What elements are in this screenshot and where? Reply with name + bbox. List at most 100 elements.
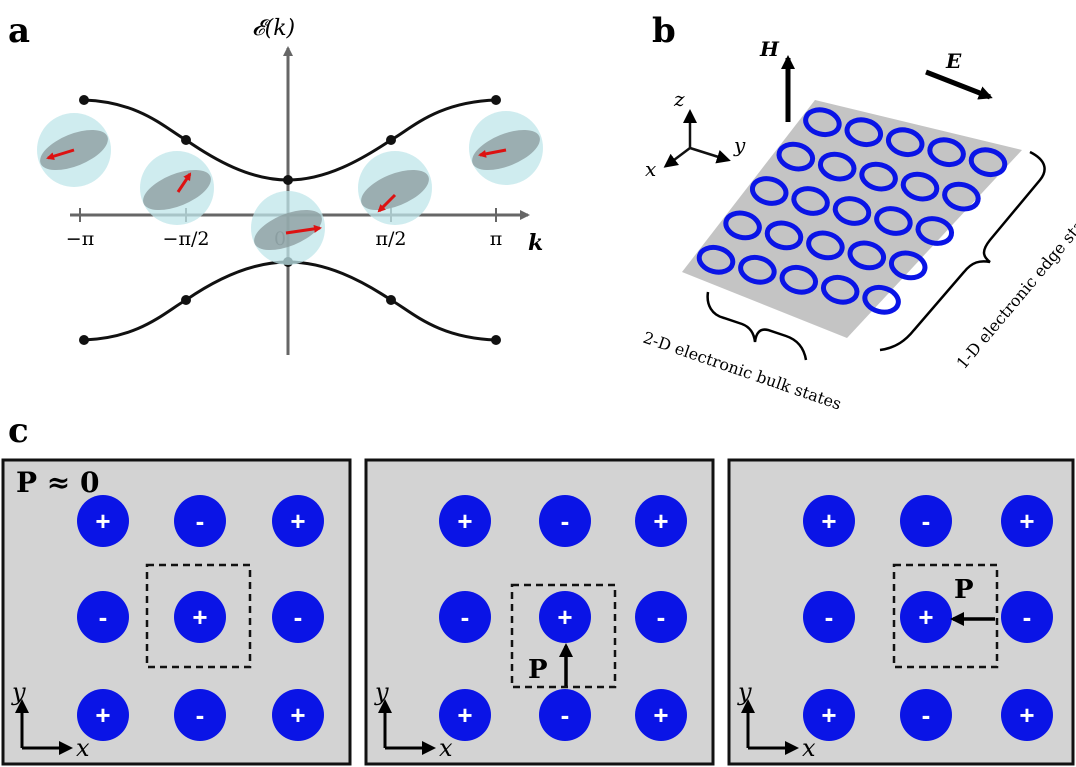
negative-charge: - — [439, 591, 491, 643]
p-zero-label: P ≈ 0 — [16, 466, 100, 499]
xy-axes-1 — [15, 699, 73, 755]
positive-charge: + — [803, 689, 855, 741]
bloch-sphere-minus-pi — [37, 113, 111, 187]
current-ring — [832, 196, 872, 226]
tick-label-pi: π — [490, 228, 503, 250]
current-ring — [723, 210, 762, 241]
axis-y-label-2: y — [374, 678, 389, 706]
charge-sign: + — [95, 506, 110, 536]
h-field-label: H — [759, 37, 780, 61]
charge-sign: - — [99, 602, 108, 632]
charge-sign: + — [918, 602, 933, 632]
charge-sign: - — [657, 602, 666, 632]
xy-axes-2 — [378, 699, 436, 755]
unit-cell-3 — [892, 563, 999, 669]
current-ring — [859, 161, 898, 192]
negative-charge: - — [539, 495, 591, 547]
negative-charge: - — [803, 591, 855, 643]
current-ring — [862, 284, 901, 315]
current-ring — [779, 264, 819, 295]
tick-label-minus-pi: −π — [66, 228, 94, 250]
edge-brace — [879, 150, 1046, 352]
negative-charge: - — [539, 689, 591, 741]
panel-b: b z y x H E 2-D electronic bulk states 1… — [641, 11, 1076, 414]
coordinate-axes — [663, 109, 731, 168]
k-axis-label: k — [528, 230, 543, 256]
axis-x-label-2: x — [439, 734, 453, 762]
tick-label-minus-half-pi: −π/2 — [163, 228, 210, 250]
charge-grid-3: + - + - + - + - + — [803, 495, 1053, 741]
axis-x-label: x — [645, 157, 656, 181]
axis-z-label: z — [673, 87, 685, 111]
positive-charge: + — [439, 689, 491, 741]
current-ring — [817, 151, 857, 182]
positive-charge: + — [803, 495, 855, 547]
positive-charge: + — [77, 689, 129, 741]
unit-cell-1 — [145, 563, 252, 669]
charge-sign: - — [561, 506, 570, 536]
lattice-panel-unpolarized: + - + - + - + - + P ≈ 0 y x — [1, 458, 352, 766]
bulk-brace — [706, 291, 808, 361]
current-ring — [764, 220, 804, 251]
current-ring — [847, 240, 887, 271]
charge-sign: - — [1023, 602, 1032, 632]
positive-charge: + — [439, 495, 491, 547]
xy-axes-3 — [741, 699, 799, 755]
upper-band-curve — [83, 98, 497, 182]
current-ring — [696, 244, 736, 275]
ring-currents — [696, 107, 1008, 315]
bloch-sphere-pi — [469, 111, 543, 185]
negative-charge: - — [635, 591, 687, 643]
charge-sign: + — [95, 700, 110, 730]
current-ring — [885, 127, 925, 158]
charge-sign: - — [825, 602, 834, 632]
current-ring — [820, 274, 860, 305]
negative-charge: - — [77, 591, 129, 643]
bloch-sphere-half-pi — [358, 151, 432, 225]
axis-x-label-3: x — [802, 734, 816, 762]
positive-charge: + — [539, 591, 591, 643]
positive-charge: + — [900, 591, 952, 643]
charge-sign: + — [290, 506, 305, 536]
positive-charge: + — [174, 591, 226, 643]
positive-charge: + — [77, 495, 129, 547]
charge-sign: + — [557, 602, 572, 632]
charge-sign: - — [196, 506, 205, 536]
charge-sign: - — [196, 700, 205, 730]
energy-axis-label: 𝓔(k) — [252, 16, 295, 41]
charge-sign: - — [461, 602, 470, 632]
charge-sign: + — [457, 506, 472, 536]
e-field-label: E — [945, 49, 962, 73]
charge-sign: - — [561, 700, 570, 730]
current-ring — [968, 147, 1008, 178]
bulk-states-label: 2-D electronic bulk states — [641, 328, 844, 414]
positive-charge: + — [1001, 495, 1053, 547]
e-field-arrow — [925, 69, 993, 100]
axis-y-label: y — [733, 133, 746, 157]
current-ring — [915, 216, 955, 246]
lower-band-curve — [83, 260, 497, 342]
panel-c: c + - + - + - + - + P ≈ 0 y x + - + - + - + - + P — [1, 411, 1075, 766]
current-ring — [927, 137, 966, 168]
panel-a: a 𝓔(k) k −π −π/2 0 π/2 π — [8, 11, 543, 355]
tick-label-half-pi: π/2 — [376, 228, 407, 250]
current-ring — [806, 230, 845, 261]
current-ring — [942, 181, 981, 212]
current-ring — [791, 186, 830, 216]
negative-charge: - — [174, 689, 226, 741]
current-ring — [874, 206, 913, 236]
panel-c-label: c — [8, 411, 29, 451]
lattice-panel-polarized-x: + - + - + - + - + P y x — [727, 458, 1075, 766]
charge-sign: - — [294, 602, 303, 632]
axis-y-label-1: y — [11, 678, 26, 706]
polarization-label-3: P — [954, 575, 974, 605]
negative-charge: - — [900, 495, 952, 547]
panel-a-label: a — [8, 11, 30, 51]
charge-sign: + — [821, 700, 836, 730]
positive-charge: + — [272, 689, 324, 741]
negative-charge: - — [174, 495, 226, 547]
polarization-label-2: P — [528, 655, 548, 685]
bloch-sphere-zero — [251, 191, 325, 265]
charge-sign: - — [922, 506, 931, 536]
